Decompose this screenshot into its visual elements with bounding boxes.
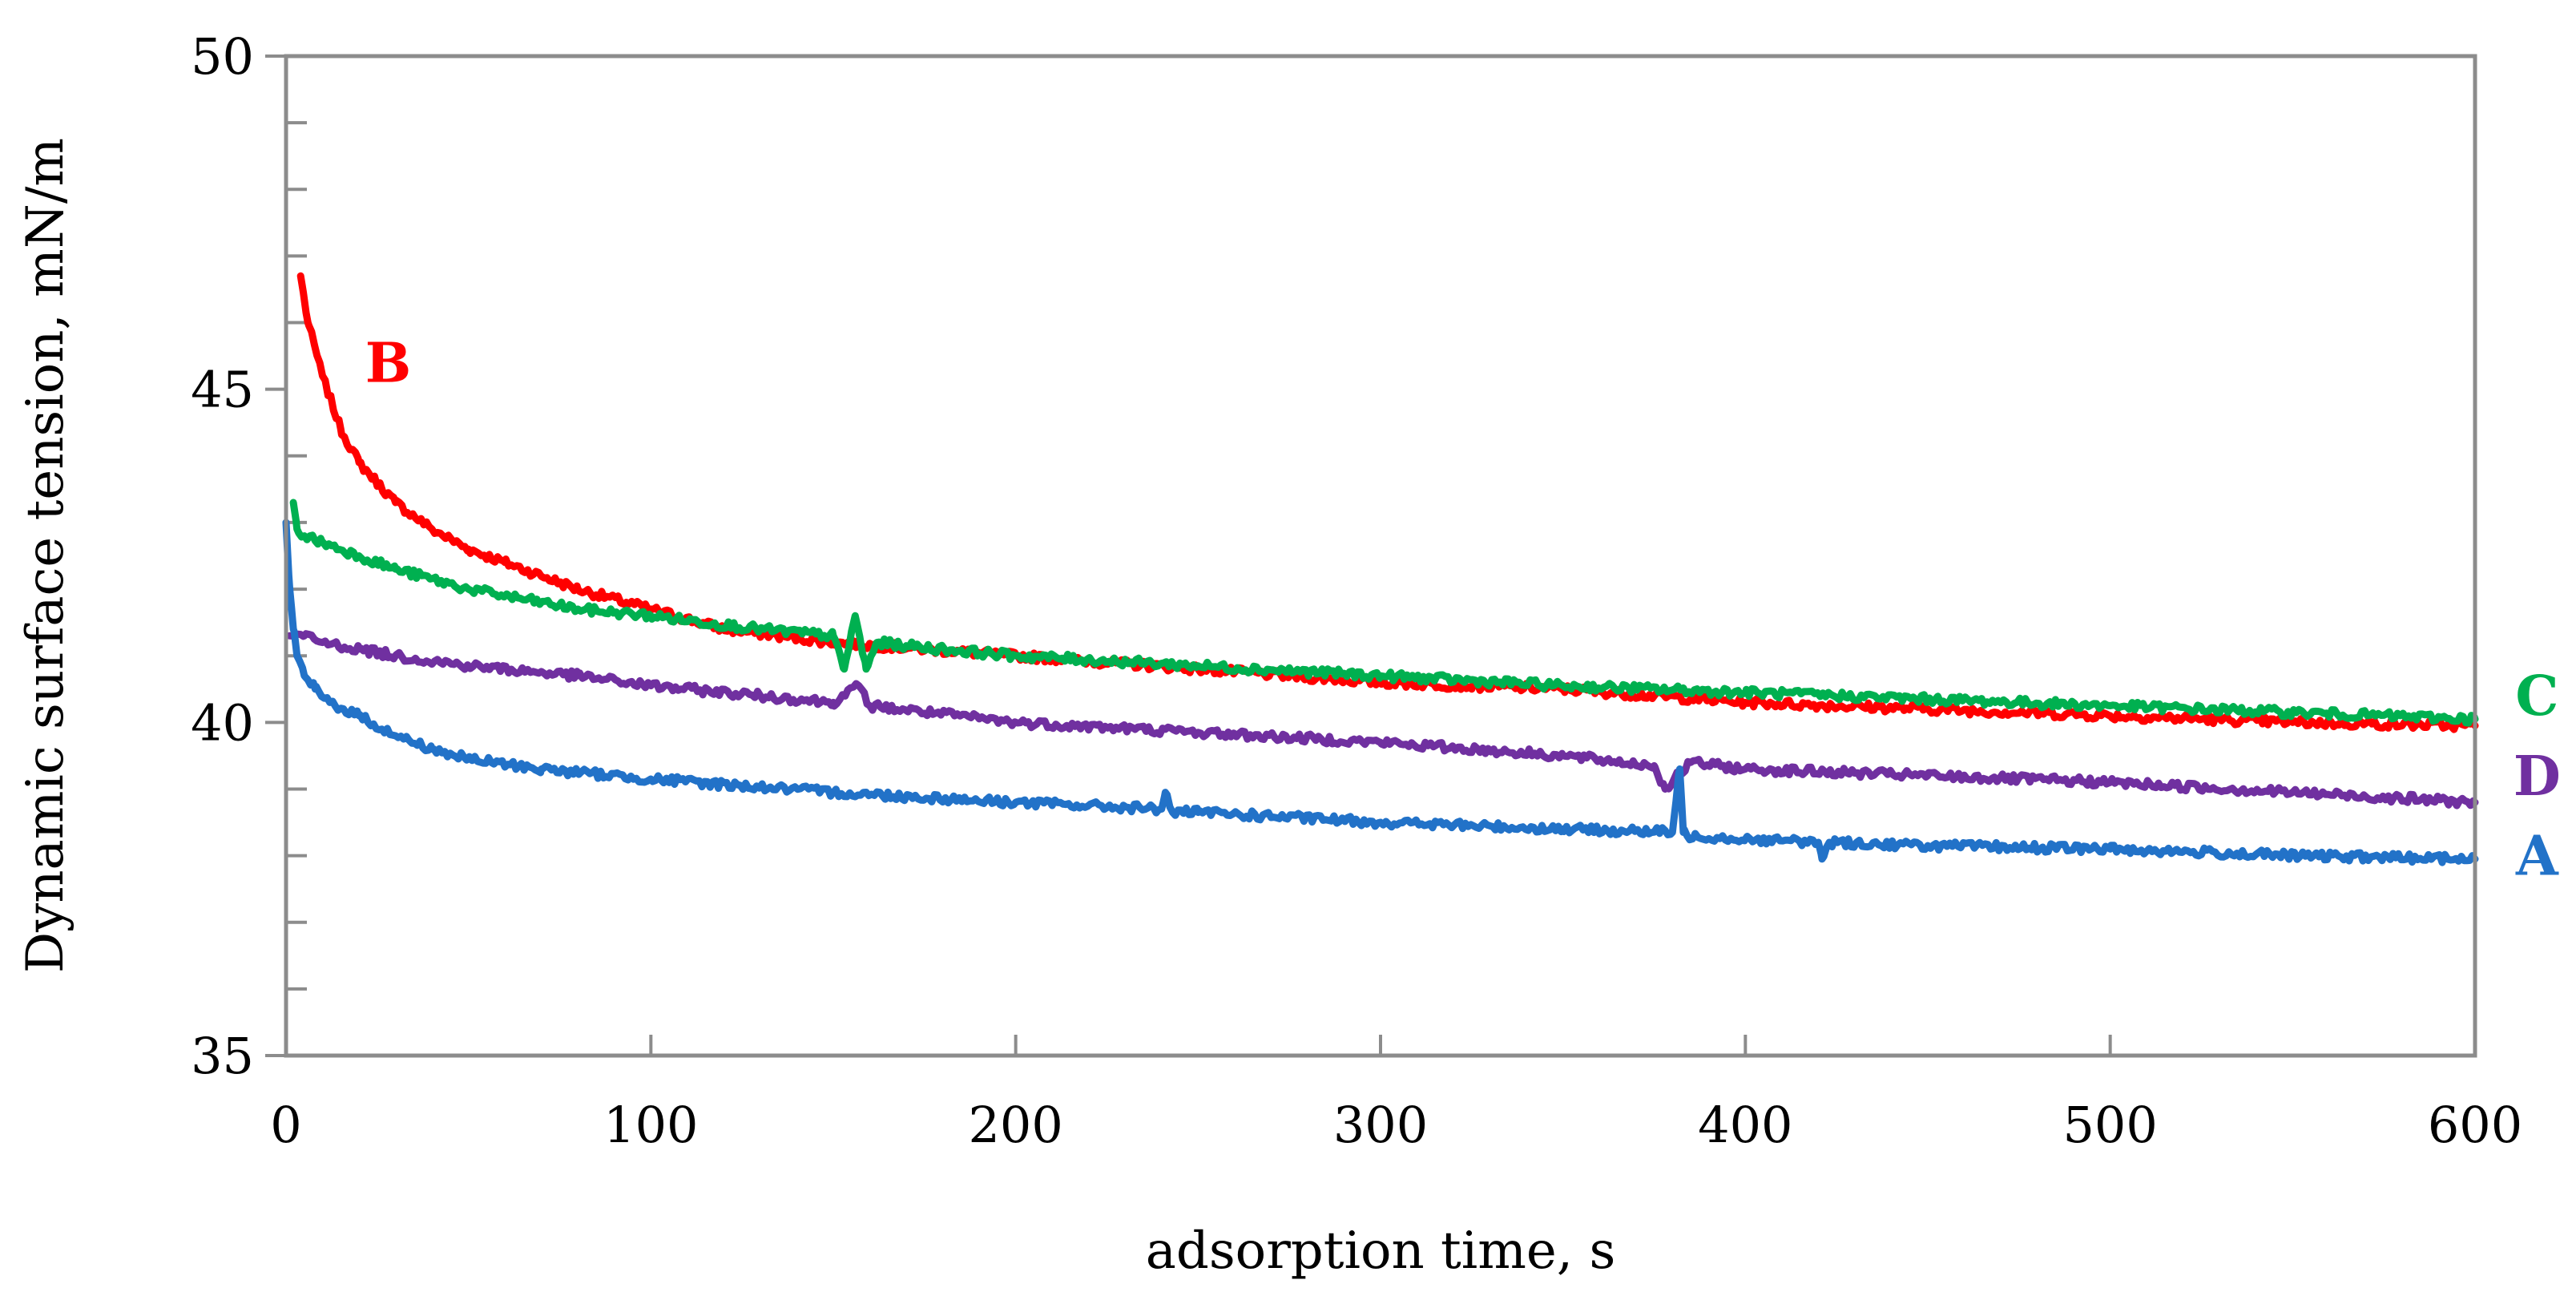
x-tick-label: 500 <box>2062 1096 2157 1154</box>
y-axis-ticks <box>265 55 307 1057</box>
series-label-B: B <box>365 331 411 395</box>
x-axis-ticks <box>284 1035 2477 1056</box>
y-tick-label: 35 <box>191 1027 254 1085</box>
x-tick-label: 300 <box>1333 1096 1428 1154</box>
series-line-B <box>296 272 2479 733</box>
y-tick-label: 40 <box>191 693 254 752</box>
x-tick-label: 400 <box>1698 1096 1792 1154</box>
series-label-A: A <box>2515 825 2559 889</box>
plot-area-frame <box>284 54 2477 1058</box>
series-label-C: C <box>2515 664 2558 729</box>
series-labels: B CDA <box>365 331 2561 888</box>
x-tick-label: 100 <box>603 1096 698 1154</box>
series-line-A <box>282 519 2479 866</box>
series-lines <box>282 272 2479 866</box>
x-tick-label: 600 <box>2428 1096 2522 1154</box>
y-tick-label: 50 <box>191 27 254 86</box>
x-axis-title: adsorption time, s <box>1146 1221 1616 1281</box>
series-line-C <box>289 499 2479 727</box>
series-label-D: D <box>2514 745 2561 809</box>
y-axis-title: Dynamic surface tension, mN/m <box>16 138 75 973</box>
x-tick-label: 0 <box>270 1096 301 1154</box>
y-tick-label: 45 <box>191 361 254 419</box>
series-line-D <box>286 630 2479 809</box>
x-tick-label: 200 <box>968 1096 1062 1154</box>
